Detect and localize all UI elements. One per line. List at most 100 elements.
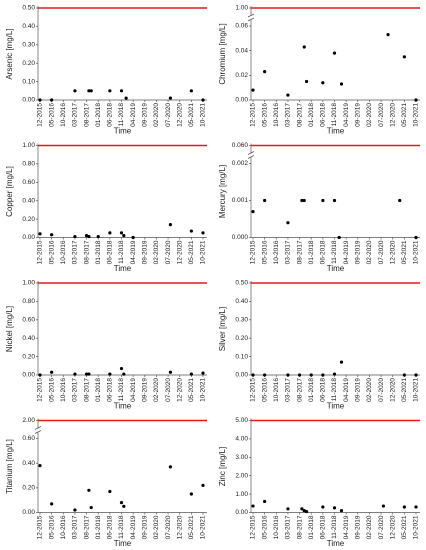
data-point [402,55,406,59]
y-tick-label: 5.00 [235,417,248,424]
x-tick-label: 06-2018 [320,378,327,402]
data-point [321,81,325,85]
x-tick-label: 10-2021 [200,515,207,539]
x-tick-label: 12-2015 [37,378,44,402]
y-axis-label: Silver [mg/L] [218,307,227,351]
data-point [50,502,54,506]
x-tick-label: 11-2018 [331,515,338,539]
chart-panel: 0.00 1.00 2.00 3.00 4.00 5.00 12-2015 05-2016 10… [218,417,420,548]
x-tick-label: 03-2017 [72,240,79,264]
data-point [108,89,112,93]
x-tick-label: 09-2019 [355,240,362,264]
data-point [201,483,205,487]
y-tick-label: 0.80 [22,161,35,168]
x-tick-label: 10-2016 [273,103,280,127]
y-tick-label: 0.50 [235,280,248,287]
data-point [168,96,172,100]
data-point [251,504,255,508]
data-point [168,465,172,469]
x-tick-label: 05-2021 [188,378,195,402]
x-tick-label: 06-2018 [107,378,114,402]
data-point [286,373,290,377]
x-tick-label: 08-2017 [296,515,303,539]
x-tick-label: 09-2019 [355,378,362,402]
data-point [201,231,205,235]
x-tick-label: 03-2017 [285,240,292,264]
y-tick-label: 0.00 [22,509,35,516]
x-tick-label: 12-2015 [37,515,44,539]
chart-panel: 0.00 0.10 0.20 0.30 0.40 0.50 12-2015 05-2016 10… [5,5,207,136]
axis-break [34,430,42,434]
x-tick-label: 02-2020 [366,378,373,402]
x-tick-label: 08-2017 [296,240,303,264]
data-point [119,501,124,505]
x-tick-label: 12-2015 [250,240,257,264]
x-tick-label: 12-2020 [389,378,396,402]
data-point [168,370,172,374]
x-tick-label: 02-2020 [153,378,160,402]
x-tick-label: 05-2016 [48,378,55,402]
x-tick-label: 07-2020 [165,515,172,539]
x-tick-label: 10-2021 [200,240,207,264]
y-axis-label: Mercury [mg/L] [218,165,227,218]
x-tick-label: 12-2020 [389,103,396,127]
x-tick-label: 10-2016 [60,103,67,127]
data-point [119,89,124,93]
data-point [87,89,91,93]
data-point [131,235,135,240]
data-point [263,70,267,74]
x-tick-label: 01-2018 [308,515,315,539]
y-axis-label: Nickel [mg/L] [5,306,14,352]
data-point [73,508,77,512]
y-tick-label: 2.00 [22,417,35,424]
y-axis-label: Chromium [mg/L] [218,23,227,84]
data-point [122,372,126,376]
data-point [321,505,325,509]
x-tick-label: 12-2020 [389,515,396,539]
data-point [321,373,325,377]
data-point [332,198,337,203]
x-tick-label: 07-2020 [378,103,385,127]
data-point [119,231,124,235]
y-tick-label: 0.00 [235,509,248,516]
x-tick-label: 05-2016 [48,240,55,264]
x-tick-label: 08-2017 [83,103,90,127]
x-tick-label: 03-2017 [285,378,292,402]
x-tick-label: 05-2016 [261,378,268,402]
y-tick-label: 1.00 [22,280,35,287]
x-tick-label: 03-2017 [285,515,292,539]
x-axis-label: Time [327,539,345,548]
x-axis-label: Time [114,264,132,273]
x-tick-label: 04-2019 [343,515,350,539]
x-tick-label: 05-2021 [401,378,408,402]
y-tick-label: 0.00 [22,97,35,104]
x-tick-label: 12-2020 [176,103,183,127]
x-tick-label: 10-2016 [273,515,280,539]
x-tick-label: 05-2016 [48,103,55,127]
data-point [339,82,344,86]
data-point [189,229,193,233]
y-tick-label: 0.40 [22,197,35,204]
y-tick-label: 0.60 [22,317,35,324]
x-tick-label: 11-2018 [331,240,338,264]
x-tick-label: 04-2019 [130,240,137,264]
data-point [38,98,42,102]
y-tick-label: 0.20 [22,485,35,492]
x-tick-label: 10-2016 [60,515,67,539]
y-axis-label: Copper [mg/L] [5,166,14,217]
y-tick-label: 1.00 [235,5,248,12]
chart-panel: 0.00 0.10 0.20 0.30 0.40 0.50 12-2015 05-2016 10… [218,280,420,411]
data-point [38,232,42,236]
data-point [251,210,255,214]
data-point [414,373,418,377]
x-tick-label: 07-2020 [378,240,385,264]
x-tick-label: 12-2015 [37,103,44,127]
x-tick-label: 10-2021 [413,240,420,264]
x-tick-label: 12-2015 [37,240,44,264]
x-tick-label: 02-2020 [153,240,160,264]
y-tick-label: 0.04 [235,47,248,54]
data-point [122,504,126,508]
y-tick-label: 0.00 [22,234,35,241]
y-tick-label: 0.20 [22,216,35,223]
